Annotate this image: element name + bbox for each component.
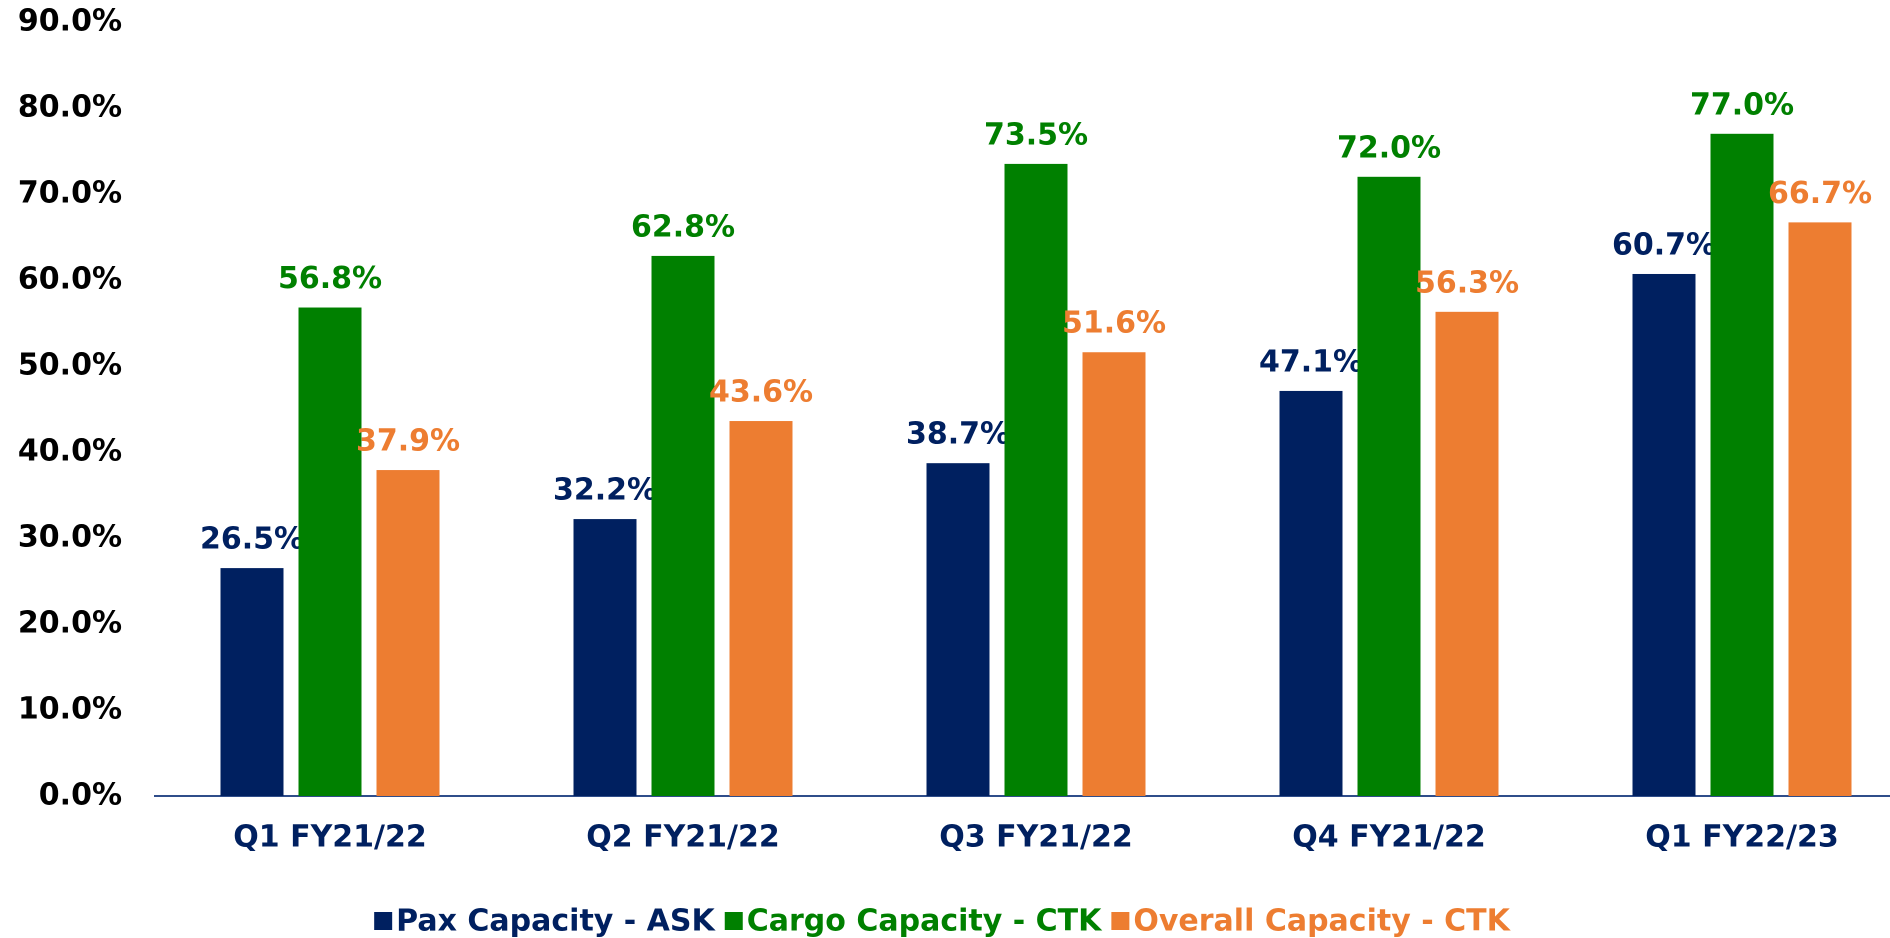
x-tick-label: Q1 FY21/22 xyxy=(233,820,427,855)
bar xyxy=(729,421,793,796)
y-tick-label: 40.0% xyxy=(18,434,122,469)
data-label: 66.7% xyxy=(1768,176,1872,211)
y-tick-label: 50.0% xyxy=(18,348,122,383)
data-label: 72.0% xyxy=(1337,130,1441,165)
data-label: 60.7% xyxy=(1612,227,1716,262)
bar xyxy=(1710,133,1774,797)
data-label: 56.8% xyxy=(278,261,382,296)
data-label: 77.0% xyxy=(1690,87,1794,122)
bar xyxy=(1004,163,1068,796)
data-label: 43.6% xyxy=(709,375,813,410)
data-label: 62.8% xyxy=(631,209,735,244)
bar xyxy=(926,463,990,796)
legend-label: Cargo Capacity - CTK xyxy=(747,904,1103,938)
bar xyxy=(220,568,284,796)
data-label: 38.7% xyxy=(906,417,1010,452)
y-tick-label: 90.0% xyxy=(18,4,122,39)
data-label: 47.1% xyxy=(1259,344,1363,379)
legend-swatch xyxy=(1111,912,1130,930)
bar xyxy=(376,470,440,796)
y-tick-label: 20.0% xyxy=(18,606,122,641)
bar xyxy=(1082,352,1146,796)
y-tick-label: 0.0% xyxy=(39,778,122,813)
bar xyxy=(573,519,637,796)
bar xyxy=(1632,273,1696,797)
x-tick-label: Q2 FY21/22 xyxy=(586,820,780,855)
legend-swatch xyxy=(724,912,743,930)
x-tick-label: Q1 FY22/23 xyxy=(1645,820,1839,855)
y-tick-label: 70.0% xyxy=(18,176,122,211)
y-tick-label: 80.0% xyxy=(18,90,122,125)
bar xyxy=(1788,222,1852,796)
data-label: 73.5% xyxy=(984,117,1088,152)
data-label: 32.2% xyxy=(553,473,657,508)
bar xyxy=(1357,176,1421,797)
bar xyxy=(298,307,362,796)
legend-label: Pax Capacity - ASK xyxy=(396,904,716,938)
data-label: 51.6% xyxy=(1062,306,1166,341)
data-label: 37.9% xyxy=(356,424,460,459)
legend-swatch xyxy=(374,912,393,930)
legend-label: Overall Capacity - CTK xyxy=(1133,904,1511,938)
y-tick-label: 10.0% xyxy=(18,692,122,727)
x-tick-label: Q4 FY21/22 xyxy=(1292,820,1486,855)
x-tick-label: Q3 FY21/22 xyxy=(939,820,1133,855)
bar xyxy=(651,255,715,797)
y-tick-label: 30.0% xyxy=(18,520,122,555)
data-label: 26.5% xyxy=(200,522,304,557)
bar xyxy=(1279,390,1343,796)
bar xyxy=(1435,311,1499,796)
y-tick-label: 60.0% xyxy=(18,262,122,297)
data-label: 56.3% xyxy=(1415,265,1519,300)
